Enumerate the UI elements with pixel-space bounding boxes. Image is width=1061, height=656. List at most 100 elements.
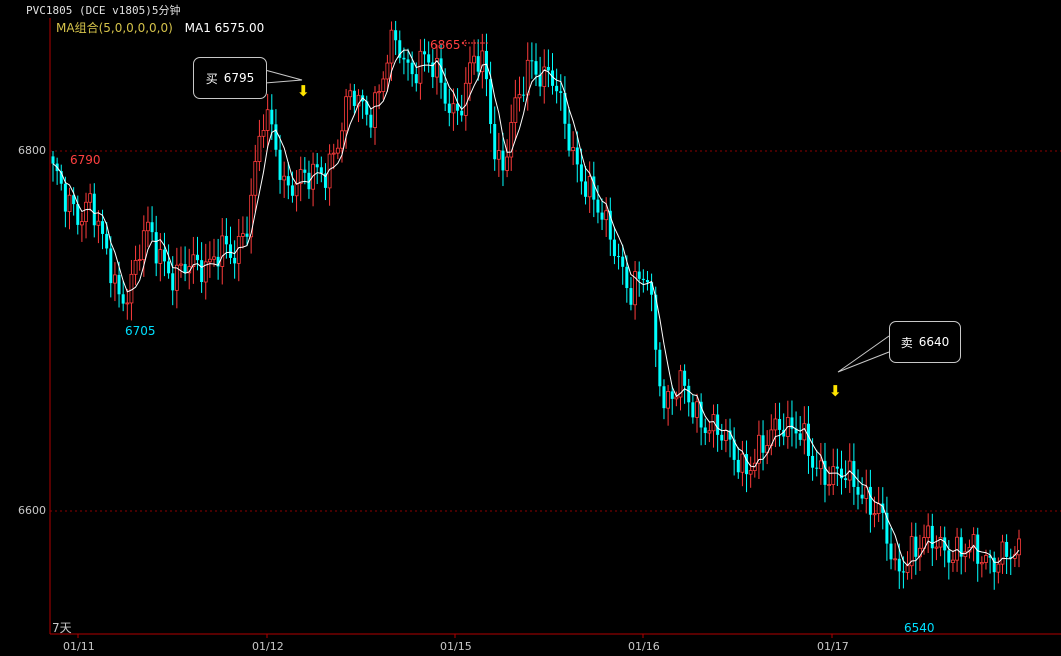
sell-callout: 卖 6640 xyxy=(889,321,961,363)
candle xyxy=(298,156,303,202)
candle xyxy=(947,540,951,580)
candle xyxy=(496,132,501,177)
candle xyxy=(782,413,786,446)
candle xyxy=(92,183,96,238)
candle xyxy=(463,67,468,131)
candle xyxy=(72,187,76,216)
candle xyxy=(505,139,510,178)
candle xyxy=(868,469,872,533)
candle xyxy=(517,76,522,112)
candle xyxy=(670,385,674,415)
candle xyxy=(125,288,130,320)
buy-action: 买 xyxy=(205,71,218,86)
candle xyxy=(641,269,645,293)
candle xyxy=(394,20,398,55)
y-tick-label: 6600 xyxy=(18,504,46,517)
candle xyxy=(918,534,922,571)
candle xyxy=(117,261,121,308)
candle xyxy=(253,144,258,213)
candle xyxy=(881,487,885,530)
candle xyxy=(443,68,447,112)
candle xyxy=(195,236,199,271)
candle xyxy=(835,448,839,486)
candle xyxy=(158,233,163,282)
candle xyxy=(617,243,621,270)
x-tick-label: 01/15 xyxy=(440,640,472,653)
candle xyxy=(687,378,691,417)
candle xyxy=(988,549,992,574)
candle xyxy=(736,447,740,479)
candle xyxy=(683,364,687,404)
candle xyxy=(761,420,765,471)
candle xyxy=(852,443,856,505)
candle xyxy=(303,157,307,185)
candle xyxy=(472,39,476,75)
candle xyxy=(381,71,386,100)
candle xyxy=(608,197,612,256)
candle xyxy=(435,44,439,95)
x-tick-label: 01/17 xyxy=(817,640,849,653)
high-pointer-arrow xyxy=(461,39,488,47)
candle xyxy=(418,39,423,100)
candle xyxy=(162,232,166,277)
candle xyxy=(979,556,984,578)
candle xyxy=(658,342,662,397)
candle xyxy=(757,420,761,480)
y-tick-label: 6800 xyxy=(18,144,46,157)
x-tick-label: 01/12 xyxy=(252,640,284,653)
candle xyxy=(637,261,641,297)
candle xyxy=(51,151,55,182)
candle xyxy=(133,245,138,286)
candle xyxy=(191,236,196,284)
candle xyxy=(823,442,827,503)
candle xyxy=(88,183,93,212)
candle xyxy=(265,93,270,149)
candle xyxy=(76,195,80,235)
candle xyxy=(373,86,377,145)
candle xyxy=(542,49,547,104)
candle xyxy=(67,187,72,230)
candle xyxy=(348,83,353,110)
candle xyxy=(575,131,579,183)
sell-arrow-icon: ⬇ xyxy=(829,382,842,400)
candle xyxy=(934,535,939,561)
candle xyxy=(563,76,567,139)
candle xyxy=(294,170,299,212)
candle xyxy=(992,551,996,590)
candle xyxy=(897,543,901,589)
candle xyxy=(439,44,443,99)
candle xyxy=(146,206,150,248)
candle xyxy=(220,218,225,285)
candle xyxy=(468,46,472,102)
candle xyxy=(423,38,427,72)
candle xyxy=(311,152,315,207)
candle xyxy=(286,161,290,200)
candle xyxy=(703,418,707,445)
period-label: 7天 xyxy=(52,621,72,635)
candle xyxy=(137,244,142,271)
ma1-value: MA1 6575.00 xyxy=(184,21,265,35)
candle xyxy=(105,222,109,255)
candle xyxy=(600,198,604,231)
candle xyxy=(150,206,154,241)
candle xyxy=(261,114,266,148)
candle xyxy=(207,241,212,278)
candle xyxy=(233,240,237,279)
candle xyxy=(650,273,654,312)
candle xyxy=(839,450,843,495)
candle xyxy=(447,88,451,127)
candle xyxy=(236,218,241,282)
candle xyxy=(63,176,67,228)
candle xyxy=(1017,529,1021,568)
candle xyxy=(596,185,600,224)
local-high-label: 6790 xyxy=(70,153,101,167)
candle xyxy=(748,456,753,488)
candle xyxy=(406,48,410,81)
candle xyxy=(369,108,373,138)
candle xyxy=(860,477,864,505)
candle xyxy=(815,449,819,477)
candle xyxy=(167,244,171,279)
candle xyxy=(431,49,435,89)
candle xyxy=(831,448,836,495)
